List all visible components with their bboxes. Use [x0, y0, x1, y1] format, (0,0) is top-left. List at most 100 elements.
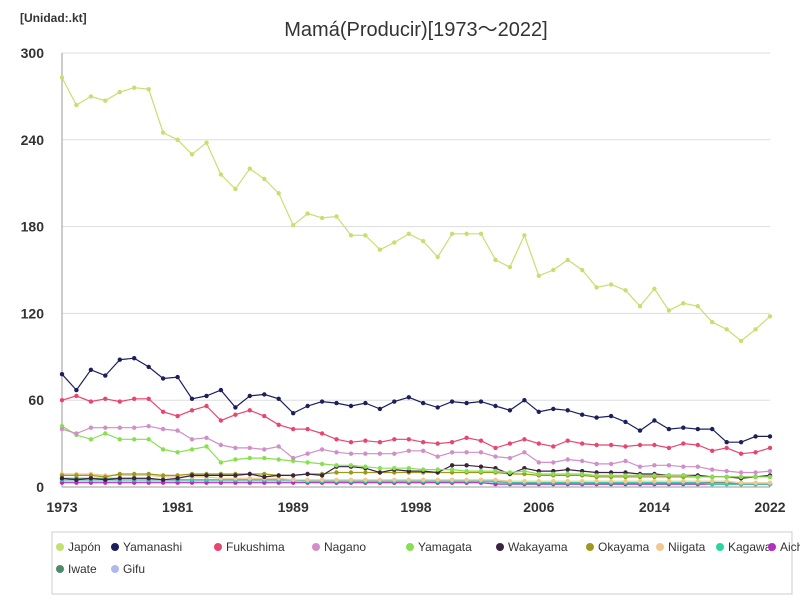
legend-item-aichi: Aichi: [768, 540, 800, 554]
data-point: [334, 437, 339, 442]
data-point: [334, 463, 339, 468]
data-point: [608, 461, 614, 467]
legend-item-fukushima: Fukushima: [214, 540, 285, 554]
data-point: [276, 396, 281, 401]
data-point: [421, 440, 426, 445]
data-point: [377, 406, 383, 412]
data-point: [146, 437, 151, 442]
data-point: [449, 399, 455, 404]
legend-swatch: [56, 543, 64, 551]
data-point: [204, 403, 209, 409]
data-point: [710, 474, 715, 480]
data-point: [88, 425, 94, 430]
data-point: [637, 428, 643, 433]
data-point: [666, 426, 672, 432]
y-tick-label: 0: [36, 479, 44, 495]
legend-item-kagawa: Kagawa: [716, 540, 772, 554]
y-tick-label: 120: [21, 305, 45, 321]
data-point: [608, 473, 614, 478]
data-point: [536, 409, 541, 414]
legend-label: Iwate: [68, 562, 97, 576]
data-point: [363, 438, 368, 443]
data-point: [478, 468, 484, 474]
data-point: [233, 445, 238, 451]
data-point: [377, 440, 383, 445]
data-point: [262, 474, 267, 480]
data-point: [305, 451, 310, 456]
y-axis-ticks: 0 60 120 180 240 300: [21, 45, 45, 495]
data-point: [291, 426, 296, 432]
series-jap-n: [59, 75, 773, 344]
data-point: [767, 480, 773, 485]
legend-swatch: [496, 543, 504, 551]
data-point: [738, 470, 744, 475]
data-point: [103, 98, 108, 103]
x-tick-label: 1981: [162, 499, 193, 515]
data-point: [348, 233, 354, 238]
data-point: [435, 254, 440, 260]
data-point: [406, 395, 411, 400]
data-point: [493, 454, 498, 459]
data-point: [449, 477, 455, 482]
data-point: [652, 473, 657, 478]
data-point: [363, 233, 368, 238]
legend-item-nagano: Nagano: [312, 540, 366, 554]
data-point: [276, 422, 281, 427]
series-line-okayama: [62, 471, 770, 478]
data-point: [536, 273, 541, 278]
data-point: [348, 477, 354, 482]
legend-item-wakayama: Wakayama: [496, 540, 568, 554]
data-point: [637, 464, 643, 469]
data-point: [204, 140, 209, 145]
data-point: [594, 473, 599, 478]
y-tick-label: 300: [21, 45, 45, 61]
data-point: [406, 477, 411, 482]
data-point: [681, 473, 686, 478]
legend-item-iwate: Iwate: [56, 562, 97, 576]
data-point: [175, 413, 180, 419]
data-point: [421, 238, 426, 244]
data-point: [103, 425, 108, 430]
data-point: [710, 448, 715, 453]
data-point: [565, 457, 570, 462]
legend-label: Japón: [68, 540, 101, 554]
series-line-yamagata: [61, 425, 770, 478]
data-point: [276, 473, 281, 478]
x-tick-label: 2006: [523, 499, 554, 515]
data-point: [767, 314, 773, 319]
legend-label: Okayama: [598, 540, 650, 554]
data-point: [291, 473, 296, 478]
data-point: [160, 426, 166, 432]
data-point: [449, 231, 455, 236]
data-point: [767, 468, 773, 474]
data-point: [767, 474, 773, 480]
data-point: [233, 473, 238, 478]
data-point: [74, 102, 79, 108]
data-point: [88, 94, 94, 99]
data-point: [421, 467, 426, 472]
data-point: [160, 477, 166, 482]
data-point: [247, 408, 252, 413]
data-point: [507, 441, 513, 446]
data-point: [421, 448, 426, 453]
data-point: [580, 471, 585, 477]
data-point: [175, 428, 180, 433]
data-point: [724, 440, 729, 445]
data-point: [392, 451, 397, 456]
series-line-jap-n: [61, 77, 771, 342]
data-point: [392, 437, 397, 442]
data-point: [233, 457, 238, 462]
data-point: [233, 412, 238, 417]
data-point: [146, 476, 151, 481]
data-point: [464, 450, 469, 455]
data-point: [753, 327, 758, 332]
data-point: [724, 479, 729, 484]
data-point: [218, 172, 224, 177]
data-point: [478, 438, 484, 443]
data-point: [348, 403, 354, 409]
data-point: [695, 304, 700, 309]
data-point: [435, 405, 440, 410]
data-point: [565, 479, 570, 484]
data-point: [493, 403, 498, 409]
data-point: [710, 426, 715, 432]
